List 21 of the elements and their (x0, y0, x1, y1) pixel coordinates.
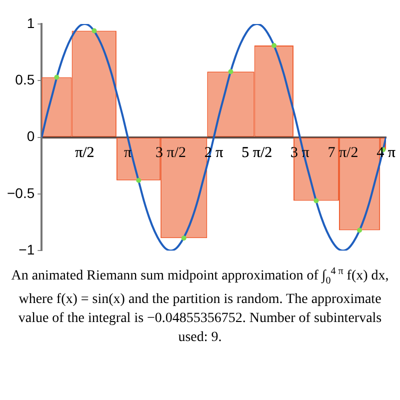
x-tick-label: 5 π/2 (242, 145, 272, 162)
point (357, 228, 362, 233)
y-tick-label: −0.5 (6, 184, 35, 201)
line-series (42, 24, 386, 251)
point (228, 69, 234, 74)
point (54, 74, 60, 80)
y-tick-label: 0 (26, 128, 35, 144)
point (92, 28, 97, 34)
y-tick-label: 1 (26, 14, 35, 31)
x-tick-label: π (124, 145, 132, 162)
y-tick-label: 0.5 (15, 72, 35, 88)
x-tick-label: 4 π (376, 145, 396, 162)
point (136, 178, 142, 183)
x-tick-label: 7 π/2 (328, 145, 358, 162)
text: An animated Riemann sum midpoint approximation of ∫$_{0}$$^{4 π}$ f(x) dx, where f(x) = sin(x) and the partition is random. The approximate value of the integral is −0.04855356752. Number of subintervals used: 9. (10, 265, 390, 348)
point (314, 198, 319, 204)
x-tick-label: π/2 (75, 145, 94, 162)
point (181, 236, 186, 241)
y-tick-label: −1 (18, 241, 35, 258)
point (272, 43, 277, 48)
x-tick-label: 3 π/2 (156, 145, 186, 162)
